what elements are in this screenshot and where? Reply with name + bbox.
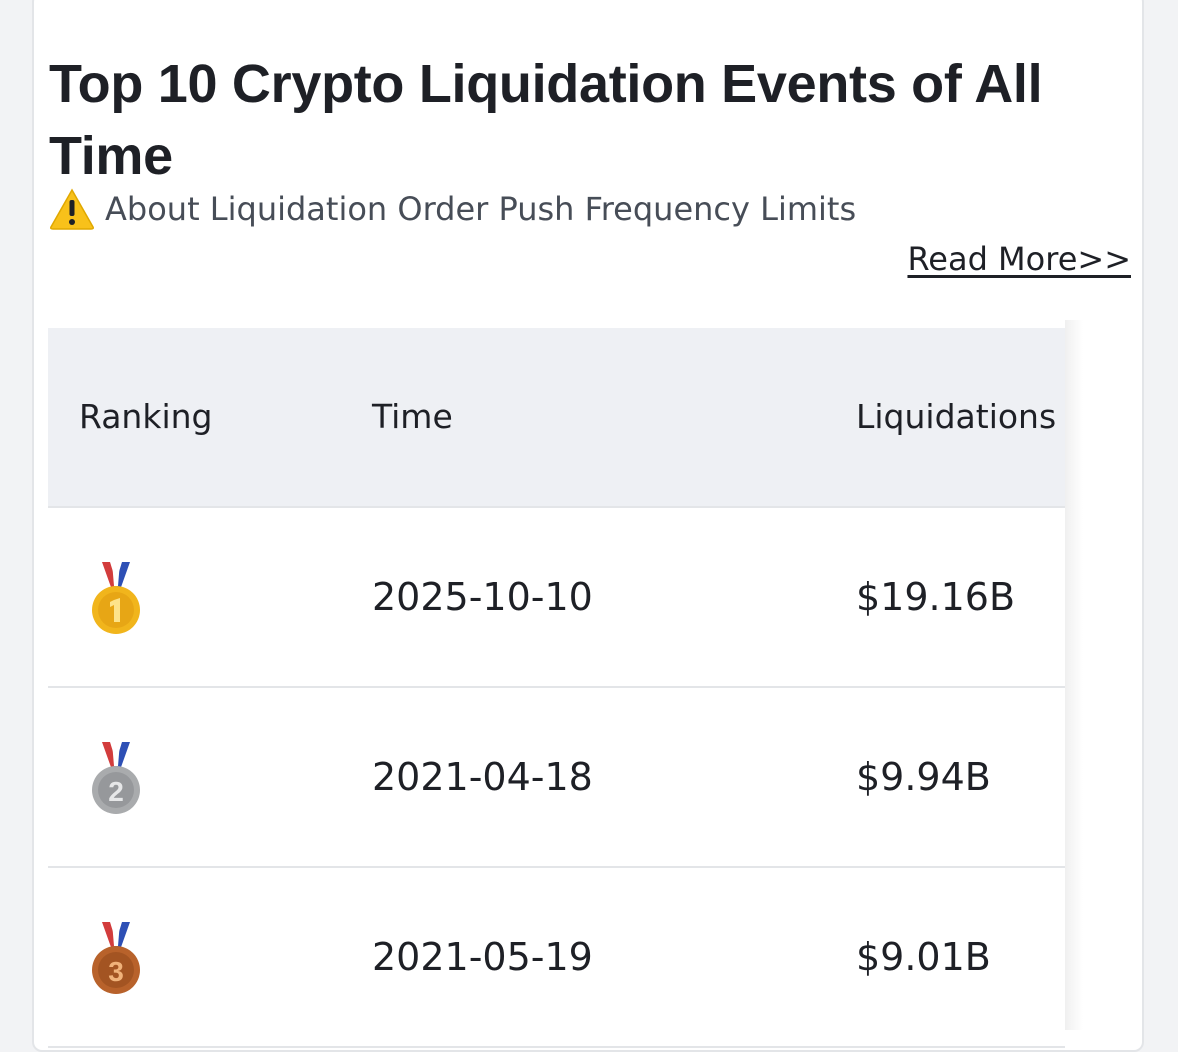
- table-row: 3 2021-05-19 $9.01B: [48, 868, 1065, 1048]
- liquidation-notice: About Liquidation Order Push Frequency L…: [49, 186, 856, 232]
- table-row: 2025-10-10 $19.16B: [48, 508, 1065, 688]
- notice-text: About Liquidation Order Push Frequency L…: [105, 190, 857, 228]
- row-time: 2025-10-10: [372, 575, 593, 619]
- read-more-link[interactable]: Read More>>: [907, 240, 1131, 278]
- column-header-ranking: Ranking: [79, 397, 213, 436]
- row-time: 2021-04-18: [372, 755, 593, 799]
- page-title: Top 10 Crypto Liquidation Events of All …: [49, 54, 1043, 186]
- liquidation-card: [32, 0, 1144, 1052]
- table-row: 2 2021-04-18 $9.94B: [48, 688, 1065, 868]
- row-liquidations: $19.16B: [856, 575, 1016, 619]
- gold-medal-icon: [92, 562, 140, 634]
- row-time: 2021-05-19: [372, 935, 593, 979]
- row-liquidations: $9.01B: [856, 935, 991, 979]
- row-liquidations: $9.94B: [856, 755, 991, 799]
- horizontal-scroll-shadow: [1065, 320, 1083, 1030]
- column-header-liquidations: Liquidations: [856, 397, 1057, 436]
- bronze-medal-icon: 3: [92, 922, 140, 994]
- silver-medal-icon: 2: [92, 742, 140, 814]
- svg-text:3: 3: [108, 956, 124, 987]
- liquidation-table: Ranking Time Liquidations 2025-10-10 $19…: [48, 328, 1065, 1048]
- svg-text:2: 2: [108, 776, 124, 807]
- column-header-time: Time: [372, 397, 453, 436]
- warning-icon: [50, 188, 94, 230]
- table-header: Ranking Time Liquidations: [48, 328, 1065, 508]
